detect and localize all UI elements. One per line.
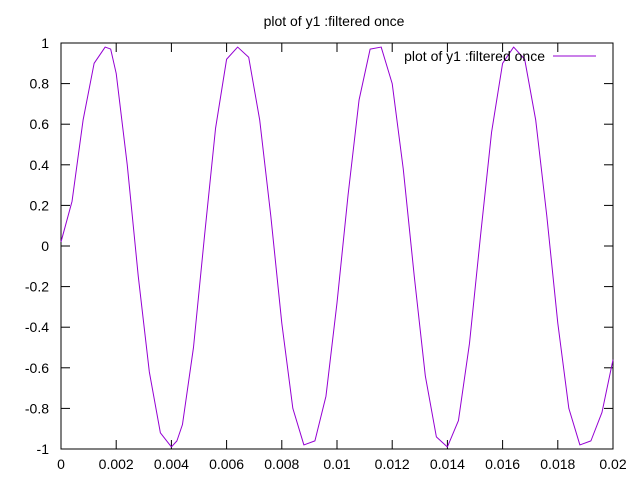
x-tick-label: 0 [57, 456, 65, 472]
y-axis: -1 -0.8 -0.6 -0.4 -0.2 0 0.2 0.4 0.6 0.8 1 [25, 35, 613, 457]
y-tick-label: -0.8 [25, 400, 49, 416]
x-tick-label: 0.014 [430, 456, 465, 472]
y-tick-label: -1 [37, 441, 50, 457]
y-tick-label: -0.2 [25, 279, 49, 295]
x-tick-label: 0.01 [323, 456, 350, 472]
y-tick-label: 0.8 [30, 76, 50, 92]
y-tick-label: 0.2 [30, 197, 50, 213]
x-tick-label: 0.02 [599, 456, 626, 472]
x-axis: 0 0.002 0.004 0.006 0.008 0.01 0.012 0.014 0.016… [57, 43, 627, 472]
x-tick-label: 0.016 [485, 456, 520, 472]
x-tick-label: 0.008 [264, 456, 299, 472]
x-tick-label: 0.018 [540, 456, 575, 472]
x-tick-label: 0.012 [375, 456, 410, 472]
x-tick-label: 0.004 [154, 456, 189, 472]
plot-frame [60, 42, 614, 450]
y-tick-label: 1 [41, 35, 49, 51]
y-tick-label: 0 [41, 238, 49, 254]
x-tick-label: 0.006 [209, 456, 244, 472]
y-tick-label: -0.6 [25, 360, 49, 376]
legend: plot of y1 :filtered once [404, 48, 596, 64]
chart-title: plot of y1 :filtered once [264, 13, 405, 29]
y-tick-label: -0.4 [25, 319, 49, 335]
y-tick-label: 0.6 [30, 116, 50, 132]
y-tick-label: 0.4 [30, 157, 50, 173]
legend-label: plot of y1 :filtered once [404, 48, 545, 64]
series-line [60, 46, 614, 448]
x-tick-label: 0.002 [99, 456, 134, 472]
series-layer [60, 46, 614, 448]
